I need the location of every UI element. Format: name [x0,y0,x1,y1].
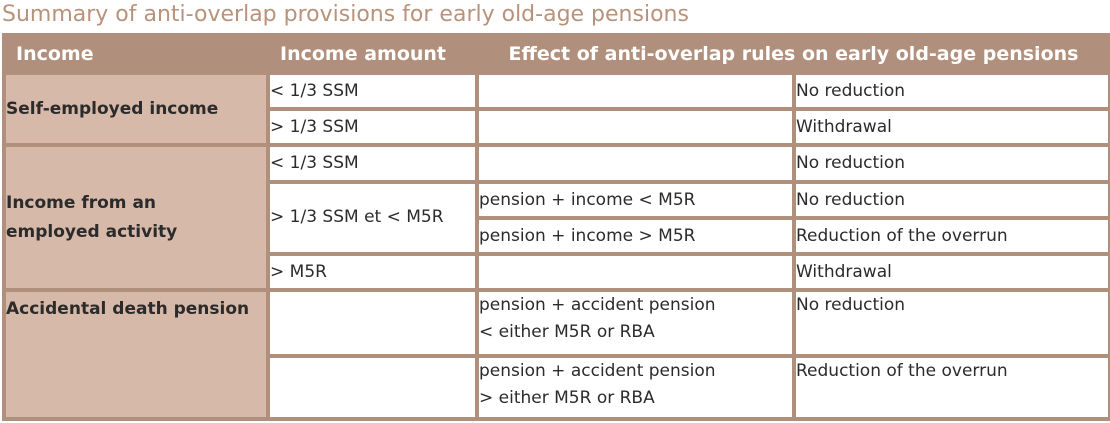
table-title: Summary of anti-overlap provisions for e… [2,2,689,27]
amount-cell [266,354,479,421]
table-row: Income from an employed activity < 1/3 S… [2,143,1110,292]
result-cell: Reduction of the overrun [792,216,1110,256]
table-row: Accidental death pension pension + accid… [2,288,1110,421]
header-row: Income Income amount Effect of anti-over… [2,33,1110,75]
result-cell: No reduction [792,143,1110,184]
table-row: > M5R Withdrawal [4,252,1110,292]
table-row: > 1/3 SSM et < M5R pension + income < M5… [4,180,1110,256]
condition-cell [475,107,796,147]
condition-line: > either M5R or RBA [479,388,655,408]
anti-overlap-table: Income Income amount Effect of anti-over… [2,33,1110,421]
amount-cell: > 1/3 SSM [266,107,479,147]
condition-line: pension + accident pension [479,361,716,381]
result-cell: No reduction [792,288,1110,358]
result-cell: Withdrawal [792,107,1110,147]
amount-cell: < 1/3 SSM [266,71,479,111]
condition-cell: pension + accident pension < either M5R … [475,288,796,358]
condition-line: < either M5R or RBA [479,322,655,342]
header-effect: Effect of anti-overlap rules on early ol… [475,33,1110,75]
amount-cell [266,288,479,358]
category-self-employed: Self-employed income [2,71,270,147]
header-income: Income [2,33,270,75]
condition-line: pension + accident pension [479,295,716,315]
condition-cell [475,71,796,111]
category-label-line: employed activity [6,221,178,242]
category-label-line: Income from an [6,192,157,213]
condition-cell [475,143,796,184]
condition-cell [475,252,796,292]
amount-cell: < 1/3 SSM [266,143,479,184]
table-row: pension + accident pension > either M5R … [4,354,1110,421]
amount-cell: > M5R [266,252,479,292]
condition-cell: pension + income < M5R [475,180,796,220]
header-income-amount: Income amount [266,33,479,75]
category-employed-activity: Income from an employed activity [2,143,270,292]
category-accidental-death-pension: Accidental death pension [2,288,270,421]
condition-cell: pension + accident pension > either M5R … [475,354,796,421]
table-row: pension + income > M5R Reduction of the … [4,216,1110,256]
result-cell: No reduction [792,180,1110,220]
result-cell: Reduction of the overrun [792,354,1110,421]
amount-cell: > 1/3 SSM et < M5R [266,180,479,256]
table-row: Self-employed income < 1/3 SSM No reduct… [2,71,1110,147]
result-cell: Withdrawal [792,252,1110,292]
condition-cell: pension + income > M5R [475,216,796,256]
result-cell: No reduction [792,71,1110,111]
table-row: > 1/3 SSM Withdrawal [4,107,1110,147]
